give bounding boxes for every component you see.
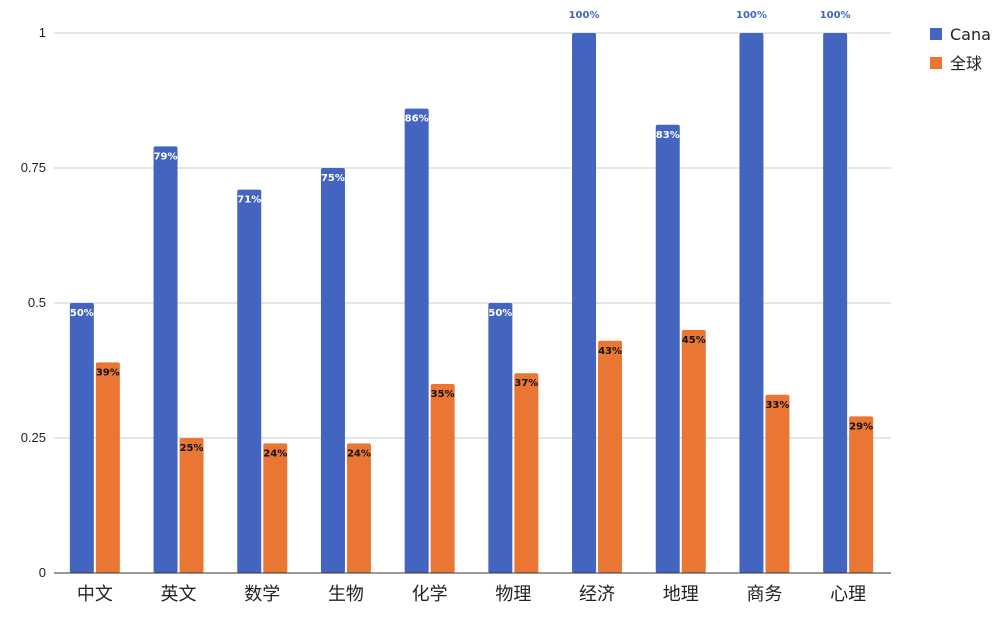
bar-cana-8: [655, 124, 680, 574]
data-label-cana-3: 71%: [237, 195, 261, 206]
bar-cana-2: [153, 146, 178, 573]
data-label-cana-4: 75%: [321, 173, 345, 184]
legend-swatch-global: [930, 57, 942, 69]
bar-cana-9: [739, 33, 764, 573]
bar-global-4: [346, 443, 371, 573]
data-label-global-5: 35%: [431, 389, 455, 400]
bar-global-9: [765, 394, 790, 573]
y-tick-label: 0.75: [21, 160, 46, 175]
y-tick-label: 0: [39, 565, 46, 580]
x-category-label: 生物: [328, 584, 364, 605]
data-label-global-4: 24%: [347, 448, 371, 459]
data-label-cana-10: 100%: [820, 10, 851, 21]
data-label-cana-7: 100%: [569, 10, 600, 21]
data-label-cana-5: 86%: [405, 114, 429, 125]
data-label-cana-8: 83%: [656, 130, 680, 141]
bar-global-2: [179, 438, 204, 573]
x-category-label: 中文: [77, 584, 113, 605]
x-category-label: 地理: [663, 584, 699, 605]
data-label-global-8: 45%: [682, 335, 706, 346]
bar-global-10: [849, 416, 874, 573]
legend-label-global: 全球: [950, 54, 982, 73]
data-label-cana-9: 100%: [736, 10, 767, 21]
data-label-global-10: 29%: [849, 421, 873, 432]
bar-global-8: [681, 330, 706, 573]
data-label-global-3: 24%: [263, 448, 287, 459]
bar-global-3: [263, 443, 288, 573]
y-tick-label: 0.5: [28, 295, 46, 310]
x-category-label: 化学: [412, 584, 448, 605]
gridlines: [54, 32, 891, 439]
x-category-label: 英文: [161, 584, 197, 605]
bar-cana-5: [404, 108, 429, 573]
data-label-global-9: 33%: [765, 400, 789, 411]
bar-cana-6: [488, 303, 513, 573]
bar-global-6: [514, 373, 539, 573]
data-label-global-7: 43%: [598, 346, 622, 357]
data-label-global-2: 25%: [180, 443, 204, 454]
y-tick-label: 0.25: [21, 430, 46, 445]
bar-cana-3: [237, 189, 262, 573]
data-label-cana-2: 79%: [154, 151, 178, 162]
data-label-global-6: 37%: [514, 378, 538, 389]
x-category-label: 心理: [830, 584, 866, 605]
data-label-cana-1: 50%: [70, 308, 94, 319]
bar-cana-10: [823, 33, 848, 573]
bar-cana-4: [320, 168, 345, 573]
x-axis-categories: 中文 英文 数学 生物 化学 物理 经济 地理 商务 心理: [77, 584, 866, 605]
data-label-global-1: 39%: [96, 367, 120, 378]
legend-swatch-cana: [930, 28, 942, 40]
bar-cana-1: [69, 303, 94, 573]
data-label-cana-6: 50%: [488, 308, 512, 319]
bar-cana-7: [572, 33, 597, 573]
bar-global-1: [95, 362, 120, 573]
bar-global-7: [598, 340, 623, 573]
x-category-label: 数学: [244, 584, 280, 605]
legend: Cana 全球: [930, 25, 991, 73]
legend-label-cana: Cana: [950, 25, 991, 44]
x-category-label: 物理: [495, 584, 531, 605]
bars: 50% 39% 79% 25% 71% 24% 75% 24% 86% 35% 50% 37% 100%…: [69, 10, 874, 574]
y-axis-ticks: 0 0.25 0.5 0.75 1: [21, 25, 46, 580]
bar-global-5: [430, 384, 455, 573]
y-tick-label: 1: [39, 25, 46, 40]
x-category-label: 商务: [746, 584, 782, 605]
x-category-label: 经济: [579, 584, 615, 605]
